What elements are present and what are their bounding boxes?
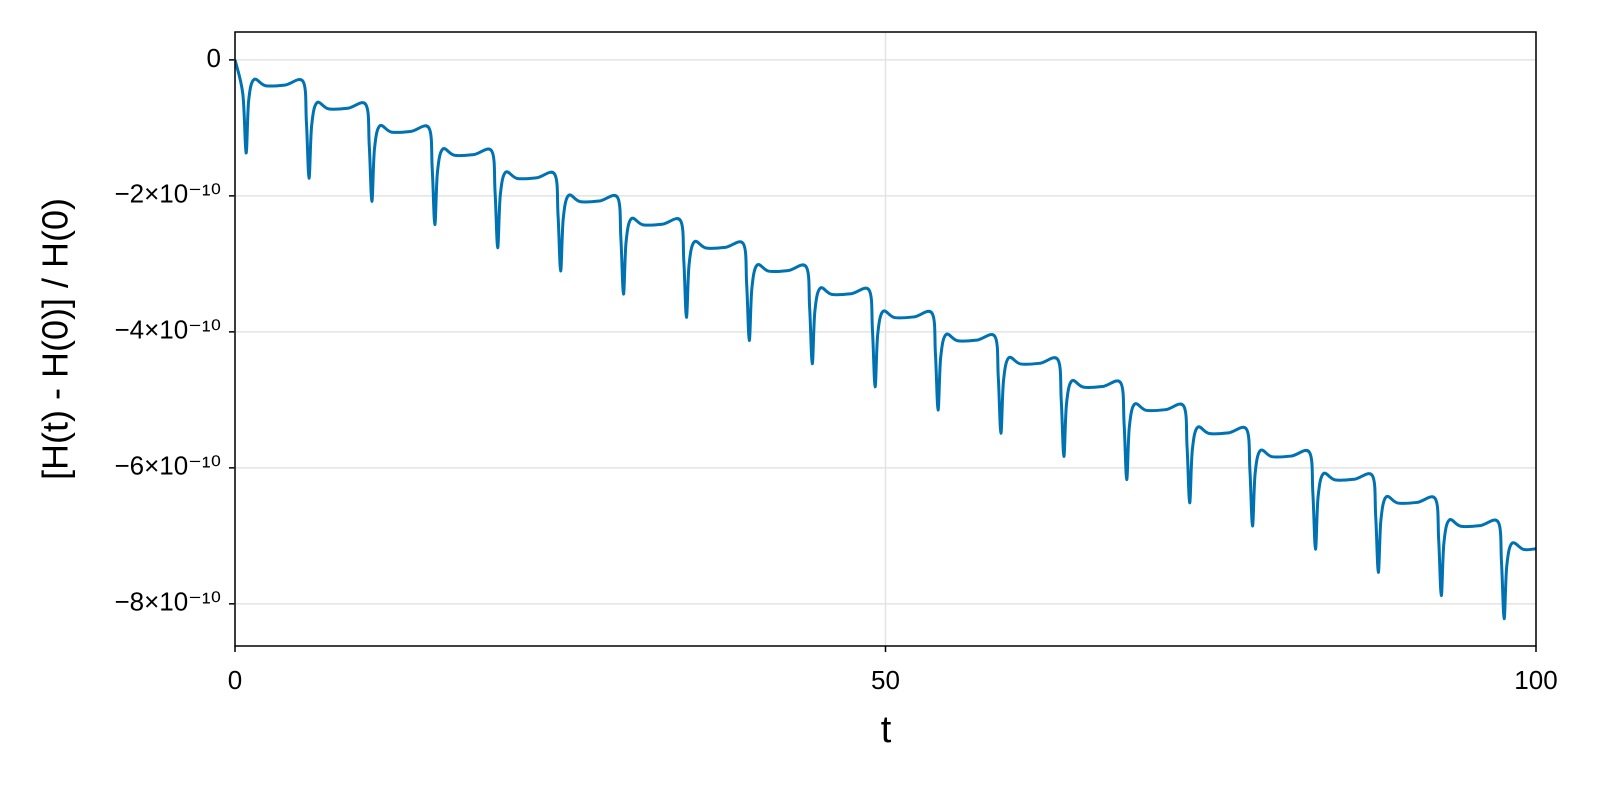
data-line (235, 59, 1536, 621)
y-axis-label: [H(t) - H(0)] / H(0) (35, 198, 76, 480)
plot-frame (234, 31, 1537, 647)
x-tick-label: 50 (871, 665, 900, 695)
y-tick-label: −8×10⁻¹⁰ (114, 587, 221, 617)
y-tick-label: −4×10⁻¹⁰ (114, 315, 221, 345)
x-tick-label: 0 (228, 665, 242, 695)
x-axis-label: t (881, 709, 892, 751)
y-tick-label: −6×10⁻¹⁰ (114, 451, 221, 481)
y-tick-label: −2×10⁻¹⁰ (114, 179, 221, 209)
x-tick-label: 100 (1514, 665, 1557, 695)
y-tick-label: 0 (207, 43, 221, 73)
